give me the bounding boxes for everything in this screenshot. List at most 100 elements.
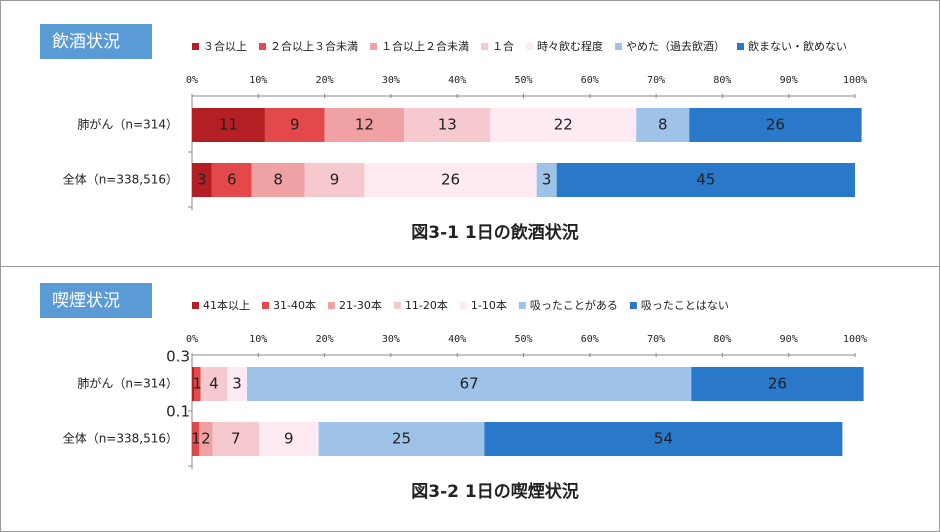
data-label: 25 [392,430,411,448]
x-tick-label: 10% [249,75,267,86]
data-label: 7 [231,430,241,448]
category-label: 全体（n=338,516） [63,431,178,446]
x-tick-label: 100% [843,75,867,86]
badge-title: 飲酒状況 [52,32,120,52]
legend-swatch [192,302,199,309]
legend-label: やめた（過去飲酒） [626,39,725,53]
bar-segment [484,422,843,456]
legend-label: 21-30本 [339,298,382,312]
data-label: 2 [201,430,211,448]
data-label: 0.1 [166,403,190,421]
data-label: 13 [438,116,457,134]
legend-label: 31-40本 [273,298,316,312]
x-tick-label: 40% [448,75,466,86]
x-tick-label: 50% [514,75,532,86]
data-label: 3 [232,375,242,393]
legend-label: 時々飲む程度 [537,39,603,53]
bar-segment [258,422,319,456]
legend-swatch [262,302,269,309]
data-label: 9 [330,171,340,189]
data-label: 67 [460,375,479,393]
legend-swatch [518,302,526,309]
badge [40,24,152,59]
bar-segment [211,163,252,197]
legend-swatch [259,43,266,50]
x-tick-label: 80% [713,334,731,345]
bar-segment [689,108,862,142]
x-tick-label: 70% [647,75,665,86]
caption: 図3-2 1日の喫煙状況 [411,481,578,502]
data-label: 8 [273,171,283,189]
bar-segment [227,367,248,401]
x-tick-label: 90% [780,75,798,86]
bar-segment [192,422,193,456]
bar-segment [536,163,557,197]
data-label: 1 [193,375,203,393]
bar-segment [318,422,485,456]
x-tick-label: 50% [514,334,532,345]
legend-label: 飲まない・飲めない [748,39,847,53]
legend-label: 11-20本 [405,298,448,312]
legend-swatch [615,43,622,50]
x-tick-label: 30% [382,334,400,345]
bar-segment [304,163,365,197]
x-tick-label: 70% [647,334,665,345]
legend-swatch [192,43,199,50]
data-label: 1 [191,430,201,448]
x-tick-label: 90% [780,334,798,345]
x-tick-label: 60% [581,334,599,345]
caption: 図3-1 1日の飲酒状況 [411,222,578,243]
x-tick-label: 30% [382,75,400,86]
legend-label: 吸ったことがある [530,298,618,312]
data-label: 0.3 [166,348,190,366]
x-tick-label: 80% [713,75,731,86]
data-label: 54 [654,430,673,448]
data-label: 12 [355,116,374,134]
legend-label: 吸ったことはない [641,299,729,312]
data-label: 26 [441,171,460,189]
legend-label: ２合以上３合未満 [270,39,358,53]
data-label: 11 [219,116,238,134]
bar-segment [490,108,637,142]
category-label: 肺がん（n=314） [77,117,178,132]
x-tick-label: 40% [448,334,466,345]
legend-swatch [459,302,467,309]
legend-swatch [629,302,637,309]
bar-segment [192,163,212,197]
x-tick-label: 60% [581,75,599,86]
data-label: 6 [227,171,237,189]
legend-label: １合 [492,39,514,53]
bar-segment [404,108,491,142]
bar-segment [199,422,213,456]
badge [40,283,152,318]
bar-segment [193,367,201,401]
bar-segment [192,108,265,142]
legend-swatch [370,43,377,50]
data-label: 3 [197,171,207,189]
bar-segment [324,108,405,142]
legend-label: 41本以上 [203,298,250,312]
bar-segment [192,367,194,401]
bar-segment [264,108,325,142]
category-label: 全体（n=338,516） [63,172,178,187]
bar-segment [364,163,537,197]
badge-title: 喫煙状況 [52,291,120,311]
x-tick-label: 0% [186,334,198,345]
legend-label: 1-10本 [471,298,507,312]
legend-swatch [526,43,533,50]
bar-segment [192,422,200,456]
x-tick-label: 10% [249,334,267,345]
data-label: 3 [542,171,552,189]
category-label: 肺がん（n=314） [77,376,178,391]
data-label: 4 [209,375,219,393]
legend-swatch [327,302,335,309]
x-tick-label: 0% [186,75,198,86]
data-label: 9 [284,430,294,448]
data-label: 8 [658,116,668,134]
legend-swatch [481,43,488,50]
data-label: 9 [290,116,300,134]
x-tick-label: 100% [843,334,867,345]
data-label: 26 [766,116,785,134]
x-tick-label: 20% [316,334,334,345]
